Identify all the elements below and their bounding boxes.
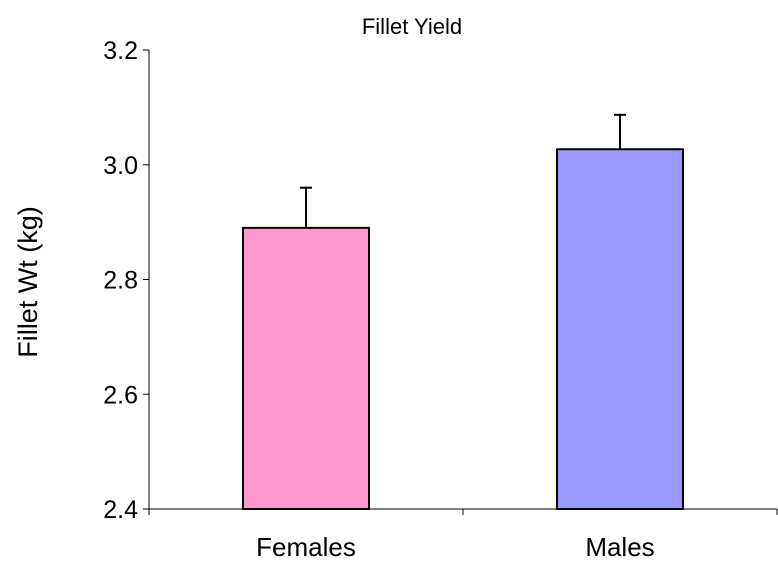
chart-title: Fillet Yield bbox=[362, 14, 462, 39]
x-tick-label: Males bbox=[585, 532, 654, 562]
y-tick-label: 2.4 bbox=[103, 496, 138, 524]
y-tick-label: 2.8 bbox=[103, 267, 138, 295]
y-tick-label: 2.6 bbox=[103, 381, 138, 409]
x-tick-label: Females bbox=[256, 532, 356, 562]
bar-females bbox=[242, 226, 370, 511]
bar-males bbox=[556, 148, 684, 510]
y-tick-label: 3.0 bbox=[103, 152, 138, 180]
y-tick-label: 3.2 bbox=[103, 37, 138, 65]
plot-area: 2.4 2.6 2.8 3.0 3.2 Females Males bbox=[103, 37, 778, 562]
y-axis-label: Fillet Wt (kg) bbox=[13, 206, 43, 358]
